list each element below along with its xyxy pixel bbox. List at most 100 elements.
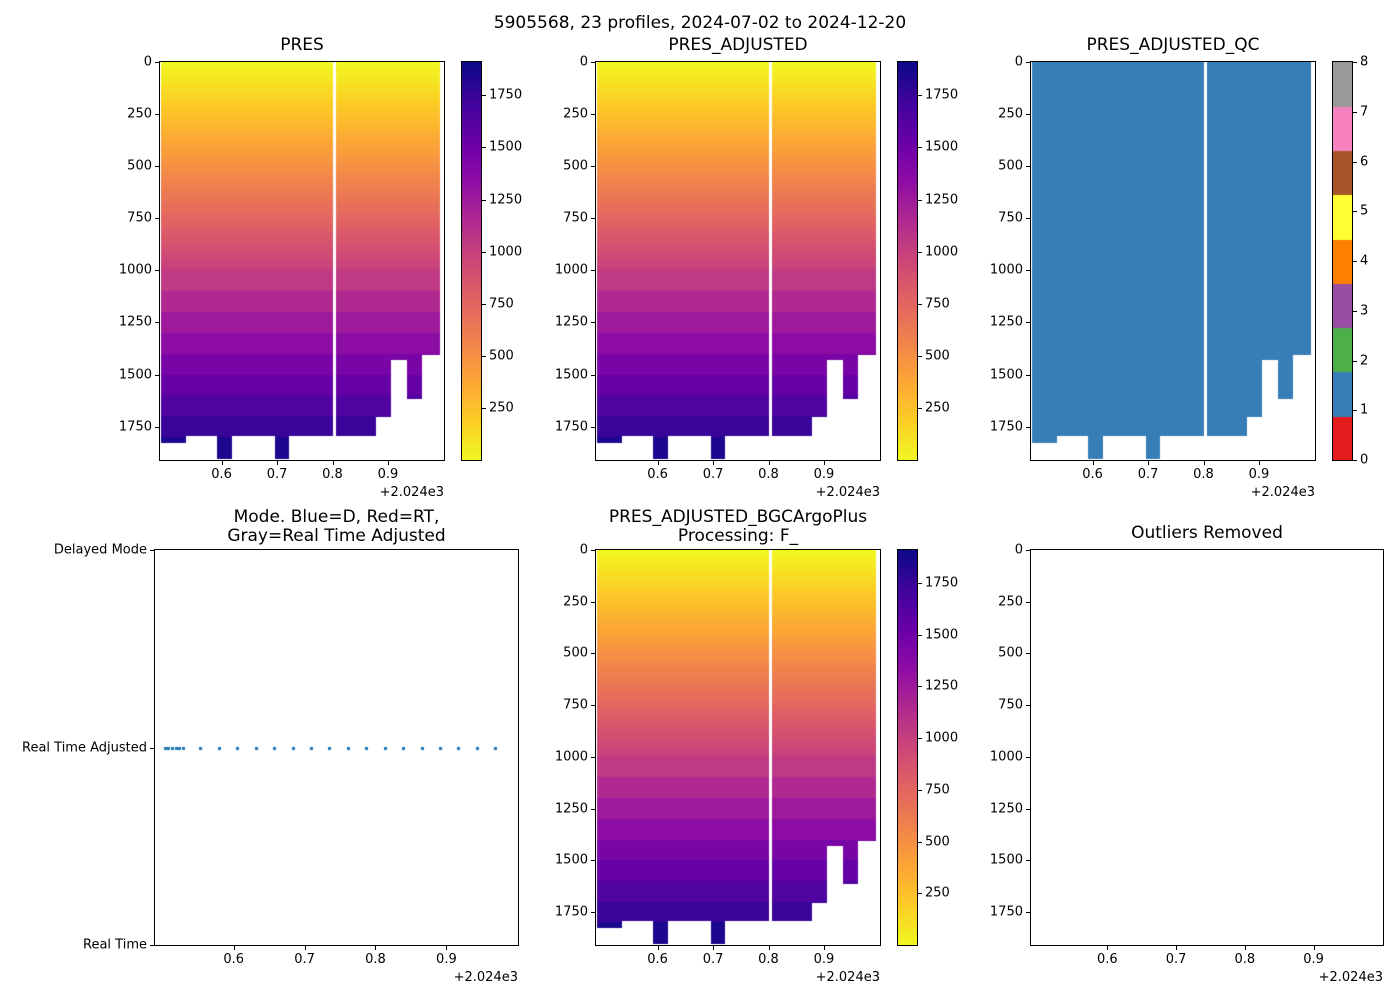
colorbar-tick-label: 1750 — [489, 87, 523, 103]
y-tick-label: 0 — [1014, 542, 1023, 558]
y-tick-label: 500 — [127, 158, 152, 174]
title-pres-adjusted-qc: PRES_ADJUSTED_QC — [1086, 35, 1260, 55]
y-tick-mark — [1026, 322, 1030, 324]
y-tick-mark — [1026, 860, 1030, 862]
title-pres-adjusted: PRES_ADJUSTED — [668, 35, 808, 55]
y-category-label: Real Time — [83, 937, 147, 953]
title-line: Mode. Blue=D, Red=RT, — [233, 507, 440, 527]
x-tick-label: 0.8 — [1234, 952, 1256, 967]
x-tick-label: 0.6 — [223, 952, 245, 967]
scatter-mode — [155, 550, 518, 945]
y-tick-mark — [1026, 601, 1030, 603]
colorbar-tick-mark — [918, 634, 922, 636]
colorbar-tick-label: 250 — [925, 885, 950, 901]
x-tick-mark — [713, 461, 715, 465]
y-tick-mark — [150, 550, 154, 551]
colorbar-tick-mark — [918, 686, 922, 688]
colorbar-tick-label: 750 — [925, 782, 950, 798]
colorbar-tick-mark — [1353, 460, 1357, 461]
y-tick-label: 1250 — [554, 801, 588, 816]
x-tick-mark — [657, 461, 659, 465]
x-tick-label: 0.9 — [813, 952, 835, 967]
x-tick-label: 0.9 — [377, 467, 399, 482]
y-tick-mark — [1026, 270, 1030, 272]
colorbar-tick-mark — [918, 147, 922, 149]
x-tick-mark — [387, 461, 389, 465]
x-tick-mark — [1107, 946, 1109, 950]
x-tick-label: 0.8 — [365, 952, 386, 967]
colorbar-tick-mark — [918, 251, 922, 253]
y-category-label: Real Time Adjusted — [22, 740, 147, 755]
y-tick-label: 250 — [563, 594, 588, 610]
y-tick-label: 1500 — [989, 852, 1023, 868]
colorbar-tick-label: 1000 — [925, 730, 959, 746]
colorbar-tick-label: 1250 — [925, 678, 959, 694]
colorbar-tick-label: 6 — [1360, 154, 1369, 169]
x-axis-offset-label: +2.024e3 — [815, 485, 880, 500]
x-tick-mark — [1176, 946, 1178, 950]
y-tick-mark — [591, 705, 595, 707]
colorbar-tick-mark — [918, 355, 922, 357]
colorbar-gradient — [898, 550, 917, 945]
colorbar-tick-label: 7 — [1360, 104, 1369, 120]
title-mode: Mode. Blue=D, Red=RT, Gray=Real Time Adj… — [155, 508, 518, 546]
colorbar-tick-mark — [1353, 161, 1357, 163]
title-outliers: Outliers Removed — [1131, 523, 1283, 543]
x-tick-mark — [823, 946, 825, 950]
y-tick-mark — [591, 374, 595, 376]
x-tick-mark — [1258, 461, 1260, 465]
colorbar-tick-mark — [1353, 211, 1357, 213]
x-tick-mark — [768, 946, 770, 950]
x-tick-mark — [1092, 461, 1094, 465]
x-tick-mark — [1203, 461, 1205, 465]
colorbar-tick-label: 1750 — [925, 87, 959, 103]
colorbar-tick-label: 500 — [925, 348, 950, 364]
x-tick-label: 0.6 — [211, 467, 232, 482]
x-tick-label: 0.8 — [758, 467, 779, 482]
colorbar-tick-mark — [482, 199, 486, 201]
colorbar-tick-mark — [918, 893, 922, 895]
y-tick-mark — [591, 550, 595, 551]
y-tick-label: 1000 — [554, 262, 588, 278]
colorbar-tick-mark — [482, 355, 486, 357]
y-tick-mark — [155, 62, 159, 63]
colorbar-tick-label: 1500 — [925, 627, 959, 643]
x-tick-label: 0.7 — [702, 952, 724, 967]
colorbar-tick-label: 1250 — [489, 192, 523, 208]
x-tick-mark — [304, 946, 306, 950]
y-tick-label: 1500 — [989, 367, 1023, 383]
y-tick-label: 750 — [563, 210, 588, 226]
x-tick-mark — [1313, 946, 1315, 950]
y-tick-mark — [591, 756, 595, 758]
y-tick-label: 250 — [998, 594, 1023, 610]
y-tick-label: 1250 — [989, 801, 1023, 816]
y-tick-label: 750 — [998, 210, 1023, 226]
y-tick-mark — [155, 166, 159, 168]
x-axis-offset-label: +2.024e3 — [1250, 485, 1315, 500]
y-tick-label: 1750 — [554, 419, 588, 435]
y-tick-label: 0 — [143, 54, 152, 70]
axes-pres — [160, 62, 444, 460]
x-tick-mark — [446, 946, 448, 950]
y-tick-mark — [1026, 114, 1030, 116]
x-tick-mark — [221, 461, 223, 465]
heatmap-pres — [160, 62, 444, 460]
x-tick-mark — [375, 946, 377, 950]
y-tick-mark — [591, 653, 595, 655]
axes-pres-adjusted — [596, 62, 880, 460]
y-tick-mark — [591, 860, 595, 862]
y-tick-label: 500 — [998, 645, 1023, 661]
y-tick-mark — [1026, 911, 1030, 913]
colorbar-qc — [1333, 62, 1352, 460]
colorbar-tick-mark — [1353, 410, 1357, 412]
colorbar-tick-mark — [918, 583, 922, 585]
x-tick-label: 0.7 — [294, 952, 315, 967]
x-tick-label: 0.6 — [647, 952, 668, 967]
x-tick-label: 0.9 — [436, 952, 457, 967]
colorbar-tick-label: 750 — [925, 296, 950, 312]
y-tick-mark — [591, 322, 595, 324]
heatmap-pres-bgc — [596, 550, 880, 945]
y-tick-mark — [1026, 705, 1030, 707]
y-tick-mark — [591, 270, 595, 272]
